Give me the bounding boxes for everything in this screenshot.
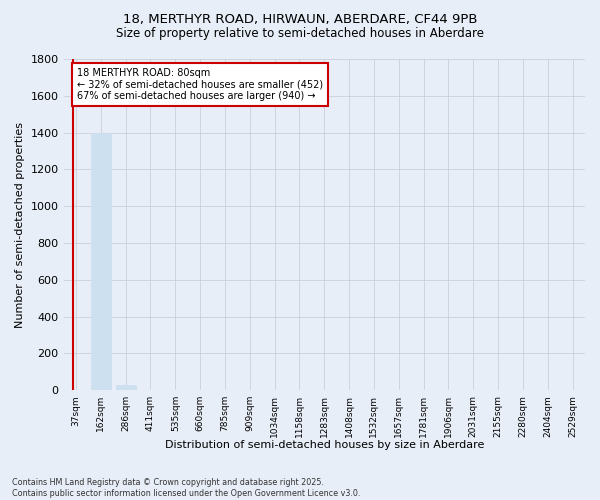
X-axis label: Distribution of semi-detached houses by size in Aberdare: Distribution of semi-detached houses by … <box>164 440 484 450</box>
Text: Size of property relative to semi-detached houses in Aberdare: Size of property relative to semi-detach… <box>116 28 484 40</box>
Bar <box>91 132 111 390</box>
Y-axis label: Number of semi-detached properties: Number of semi-detached properties <box>15 122 25 328</box>
Bar <box>116 384 136 390</box>
Text: Contains HM Land Registry data © Crown copyright and database right 2025.
Contai: Contains HM Land Registry data © Crown c… <box>12 478 361 498</box>
Text: 18, MERTHYR ROAD, HIRWAUN, ABERDARE, CF44 9PB: 18, MERTHYR ROAD, HIRWAUN, ABERDARE, CF4… <box>123 12 477 26</box>
Text: 18 MERTHYR ROAD: 80sqm
← 32% of semi-detached houses are smaller (452)
67% of se: 18 MERTHYR ROAD: 80sqm ← 32% of semi-det… <box>77 68 323 102</box>
